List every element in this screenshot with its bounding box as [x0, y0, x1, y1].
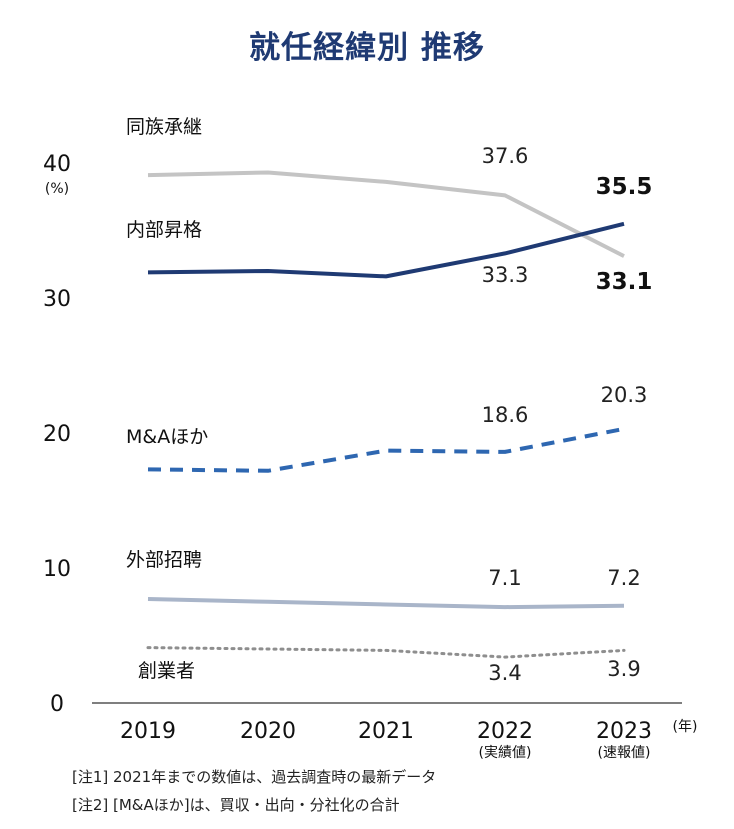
series-label: M&Aほか: [126, 426, 208, 448]
y-tick-label: 30: [43, 287, 71, 312]
x-tick-sublabel: (速報値): [598, 745, 651, 761]
data-label: 18.6: [482, 403, 529, 427]
data-label: 7.2: [607, 566, 640, 590]
x-tick-label: 2022: [477, 719, 533, 744]
x-tick-label: 2023: [596, 719, 652, 744]
series-line-founder: [146, 646, 626, 659]
series-label: 創業者: [138, 660, 195, 682]
footnote-1: [注1] 2021年までの数値は、過去調査時の最新データ: [72, 768, 437, 786]
series-line-ma: [147, 426, 625, 473]
x-tick-label: 2019: [120, 719, 176, 744]
data-label: 3.9: [607, 657, 640, 681]
series-label: 内部昇格: [126, 219, 202, 241]
x-tick-label: 2020: [240, 719, 296, 744]
x-axis-unit: (年): [673, 719, 698, 735]
y-tick-label: 40: [43, 152, 71, 177]
data-label: 37.6: [482, 144, 529, 168]
data-label: 33.1: [596, 269, 653, 295]
x-tick-sublabel: (実績値): [479, 745, 532, 761]
data-label: 35.5: [596, 174, 653, 200]
footnote-2: [注2] [M&Aほか]は、買収・出向・分社化の合計: [72, 796, 400, 814]
x-tick-label: 2021: [358, 719, 414, 744]
data-label: 3.4: [488, 661, 521, 685]
y-tick-label: 20: [43, 422, 71, 447]
data-label: 33.3: [482, 263, 529, 287]
series-line-succession: [147, 170, 625, 258]
y-axis-unit: (%): [45, 181, 69, 197]
data-label: 7.1: [488, 566, 521, 590]
series-label: 外部招聘: [126, 549, 202, 571]
series-label: 同族承継: [126, 116, 202, 138]
chart-title: 就任経緯別 推移: [249, 30, 485, 66]
data-label: 20.3: [601, 383, 648, 407]
y-tick-label: 10: [43, 557, 71, 582]
series-line-internal-promotion: [147, 221, 625, 279]
series-line-external: [147, 597, 625, 610]
y-tick-label: 0: [50, 692, 64, 717]
